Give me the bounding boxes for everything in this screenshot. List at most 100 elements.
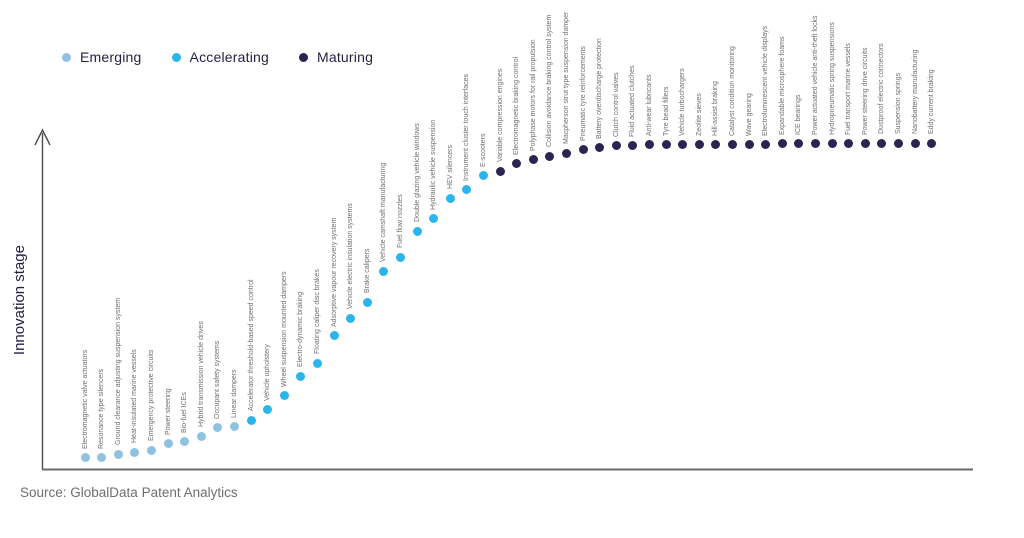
legend: Emerging Accelerating Maturing: [62, 49, 373, 65]
data-point-label: Wheel suspension mounted dampers: [280, 271, 288, 387]
data-point: [777, 139, 787, 149]
data-point-label: Wave gearing: [745, 93, 753, 136]
data-point-label: Linear dampers: [230, 369, 238, 418]
data-point-label: Brake calipers: [363, 248, 371, 294]
data-point: [727, 140, 737, 150]
data-point-label: Fuel transport marine vessels: [845, 43, 853, 135]
data-point-label: Double glazing vehicle windows: [413, 123, 421, 223]
data-point: [429, 214, 439, 224]
data-point: [395, 252, 405, 262]
legend-dot-icon: [298, 52, 308, 62]
y-axis-label: Innovation stage: [10, 244, 28, 356]
data-point-label: Fluid actuated clutches: [629, 65, 637, 137]
data-point: [528, 155, 538, 165]
data-point-label: Instrument cluster touch interfaces: [463, 73, 471, 181]
data-point-label: Heat-insulated marine vessels: [131, 349, 139, 444]
data-point: [694, 140, 704, 150]
data-point-label: Vehicle turbochargers: [679, 68, 687, 136]
data-point-label: Clutch control valves: [612, 72, 620, 137]
legend-item-emerging: Emerging: [62, 49, 142, 65]
data-point: [196, 431, 206, 441]
data-point-label: Electromagnetic valve actuators: [81, 349, 89, 449]
data-point: [146, 445, 156, 455]
data-point-label: HEV silencers: [446, 145, 454, 190]
data-point-label: Collision avoidance braking control syst…: [546, 14, 554, 148]
data-point-label: Nanobattery manufacturing: [911, 49, 919, 134]
data-point: [80, 453, 90, 463]
data-point: [445, 193, 455, 203]
data-point-label: Suspension springs: [894, 72, 902, 134]
data-point-label: ICE bearings: [795, 94, 803, 135]
data-point: [611, 141, 621, 151]
data-point: [595, 143, 605, 153]
data-point-label: Zeolite sieves: [695, 93, 703, 136]
data-point: [794, 139, 804, 149]
data-point-label: Hill-assist braking: [712, 81, 720, 136]
data-point-label: Hydropneumatic spring suspensions: [828, 22, 836, 135]
data-point: [644, 140, 654, 150]
data-point: [478, 171, 488, 181]
data-point: [628, 141, 638, 151]
data-point: [130, 447, 140, 457]
data-point: [296, 371, 306, 381]
data-point-label: Electroluminescent vehicle displays: [762, 25, 770, 136]
data-point-label: Floating caliper disc brakes: [313, 269, 321, 355]
data-point: [512, 159, 522, 169]
data-point-label: Bio-fuel ICEs: [181, 392, 189, 433]
data-point-label: Pneumatic tyre reinforcements: [579, 45, 587, 141]
data-point: [877, 138, 887, 148]
data-point-label: Anti-wear lubricants: [645, 74, 653, 136]
data-point-label: Dustproof electric connectors: [878, 43, 886, 134]
data-point: [412, 226, 422, 236]
data-point-label: Electro-dynamic braking: [297, 291, 305, 368]
data-point: [213, 423, 223, 433]
data-point-label: Fuel flow nozzles: [396, 194, 404, 249]
data-point: [279, 391, 289, 401]
data-point: [545, 151, 555, 161]
data-point: [678, 140, 688, 150]
legend-label: Accelerating: [189, 49, 269, 65]
data-point-label: Accelerator threshold-based speed contro…: [247, 279, 255, 412]
data-point: [910, 138, 920, 148]
data-point: [761, 140, 771, 150]
data-point-label: Battery overdischarge protection: [596, 38, 604, 139]
legend-dot-icon: [62, 52, 71, 62]
data-point: [661, 140, 671, 150]
data-point-label: Expandable microsphere foams: [778, 36, 786, 135]
data-point-label: Occupant safety systems: [214, 340, 222, 419]
data-point: [312, 358, 322, 368]
data-point: [379, 266, 389, 276]
data-point: [362, 297, 372, 307]
source-text: Source: GlobalData Patent Analytics: [20, 485, 238, 500]
data-point-label: Tyre bead fillers: [662, 86, 670, 136]
data-point: [860, 139, 870, 149]
data-point-label: Power steering: [164, 388, 172, 435]
data-point-label: Power actuated vehicle anti-theft locks: [811, 15, 819, 135]
data-point-label: Ground clearance adjusting suspension sy…: [114, 297, 122, 445]
data-point: [495, 166, 505, 176]
data-point-label: Vehicle camshaft manufacturing: [380, 162, 388, 263]
data-point-label: Hydraulic vehicle suspension: [430, 119, 438, 210]
data-point: [810, 139, 820, 149]
data-point: [180, 437, 190, 447]
data-point-label: E-scooters: [479, 133, 487, 167]
legend-label: Maturing: [316, 49, 374, 65]
y-axis-title-wrap: Innovation stage: [6, 232, 32, 368]
data-point-label: Eddy current braking: [928, 69, 936, 134]
data-point: [744, 140, 754, 150]
data-point-label: Power steering drive circuits: [861, 47, 869, 135]
data-point: [927, 138, 937, 148]
data-point: [246, 415, 256, 425]
data-point-label: Vehicle electric insulation systems: [347, 203, 355, 310]
data-point: [113, 449, 123, 459]
data-point: [329, 331, 339, 341]
data-point: [346, 313, 356, 323]
data-point: [827, 139, 837, 149]
data-point-label: Hybrid transmission vehicle drives: [197, 321, 205, 428]
data-point: [561, 148, 571, 158]
legend-label: Emerging: [80, 49, 142, 65]
data-point-label: Resonance type silencers: [98, 368, 106, 449]
legend-dot-icon: [171, 52, 181, 62]
